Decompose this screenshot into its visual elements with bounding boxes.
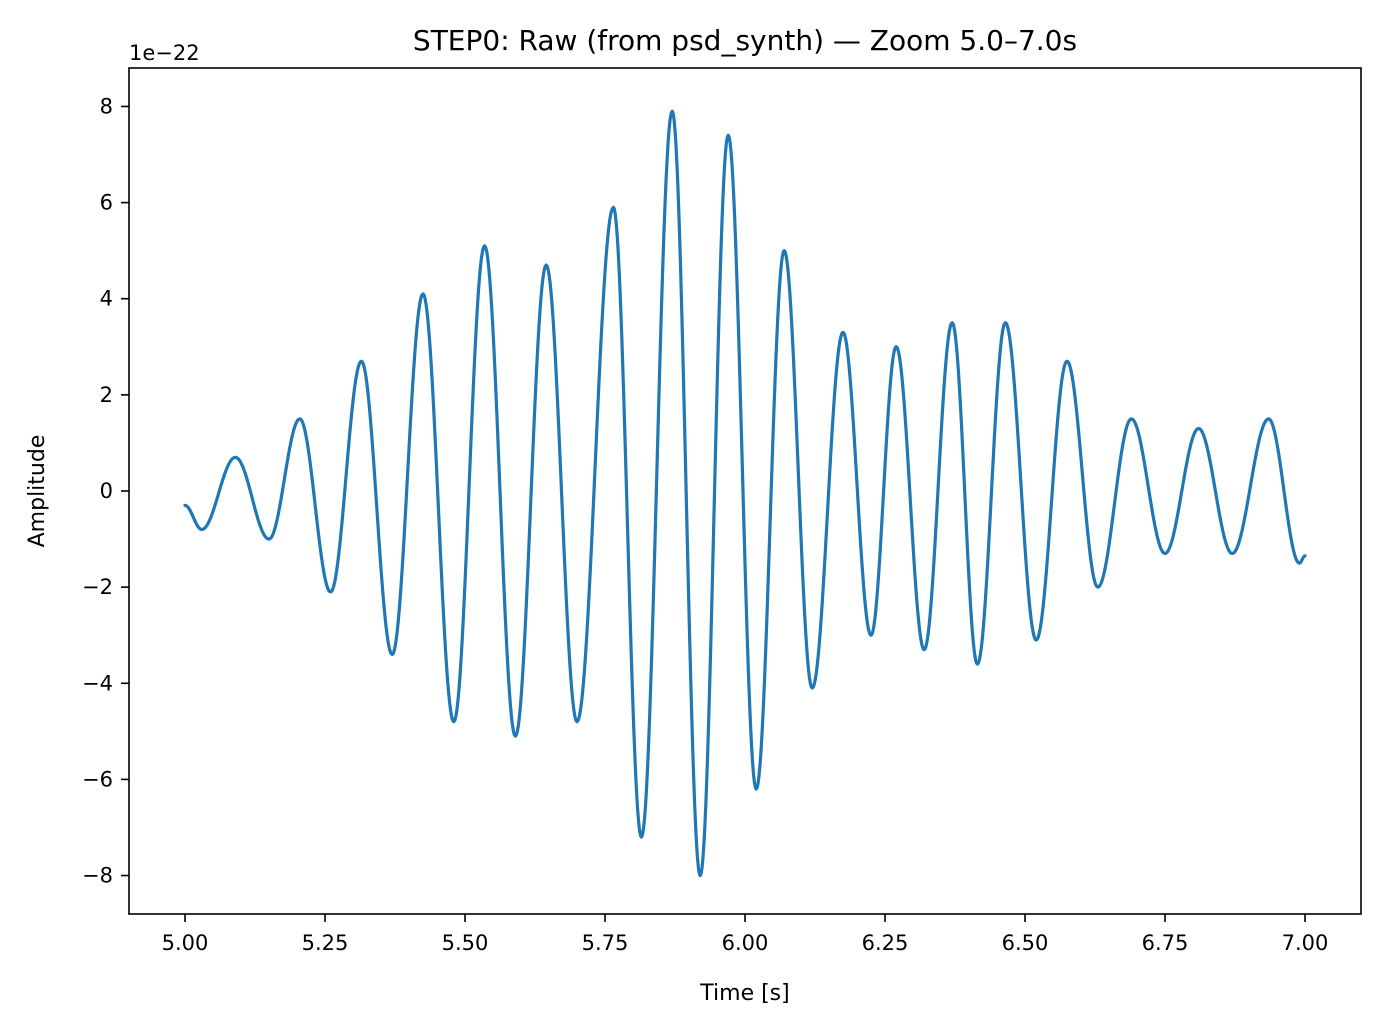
x-tick-label: 5.00: [162, 931, 209, 955]
y-tick-label: 2: [100, 383, 113, 407]
y-axis-label: Amplitude: [25, 435, 50, 548]
x-axis-label: Time [s]: [699, 981, 789, 1006]
y-tick-label: −4: [82, 671, 113, 695]
x-tick-label: 6.25: [862, 931, 909, 955]
y-tick-label: −6: [82, 767, 113, 791]
x-tick-label: 6.00: [722, 931, 769, 955]
y-tick-label: 4: [100, 287, 113, 311]
x-tick-label: 5.25: [302, 931, 349, 955]
y-tick-label: 0: [100, 479, 113, 503]
y-tick-label: 8: [100, 94, 113, 118]
x-axis-ticks: 5.00 5.25 5.50 5.75 6.00 6.25 6.50 6.75 7.00: [162, 914, 1329, 955]
y-tick-label: −2: [82, 575, 113, 599]
x-tick-label: 6.50: [1002, 931, 1049, 955]
x-tick-label: 6.75: [1142, 931, 1189, 955]
series-layer: [183, 109, 1307, 878]
chart-title: STEP0: Raw (from psd_synth) — Zoom 5.0–7…: [413, 24, 1077, 57]
y-axis-offset-label: 1e−22: [129, 41, 200, 65]
x-tick-label: 7.00: [1282, 931, 1329, 955]
y-tick-label: −8: [82, 864, 113, 888]
series-line-1: [183, 109, 1307, 878]
y-axis-ticks: −8 −6 −4 −2 0 2 4 6 8: [82, 94, 129, 888]
y-tick-label: 6: [100, 191, 113, 215]
x-tick-label: 5.50: [442, 931, 489, 955]
x-tick-label: 5.75: [582, 931, 629, 955]
